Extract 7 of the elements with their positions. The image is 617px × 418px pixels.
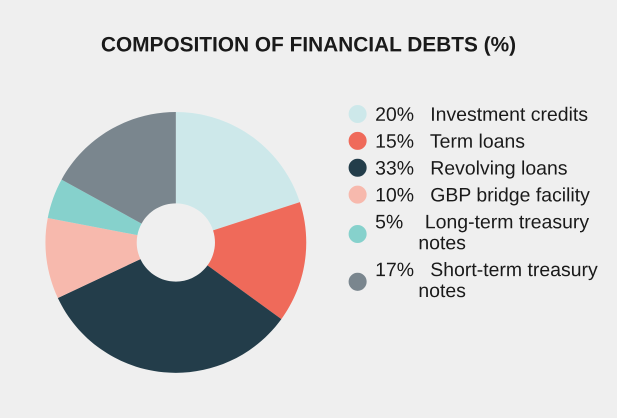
- legend-label: 17% Short-term treasury notes: [376, 262, 598, 298]
- legend-label: 15% Term loans: [376, 134, 524, 148]
- legend-label: 33% Revolving loans: [376, 160, 567, 179]
- legend-label: 20% Investment credits: [376, 106, 588, 121]
- legend-label: 5% Long-term treasury notes: [376, 214, 590, 250]
- legend-label: 10% GBP bridge facility: [376, 187, 590, 206]
- chart-title: COMPOSITION OF FINANCIAL DEBTS (%): [102, 36, 516, 56]
